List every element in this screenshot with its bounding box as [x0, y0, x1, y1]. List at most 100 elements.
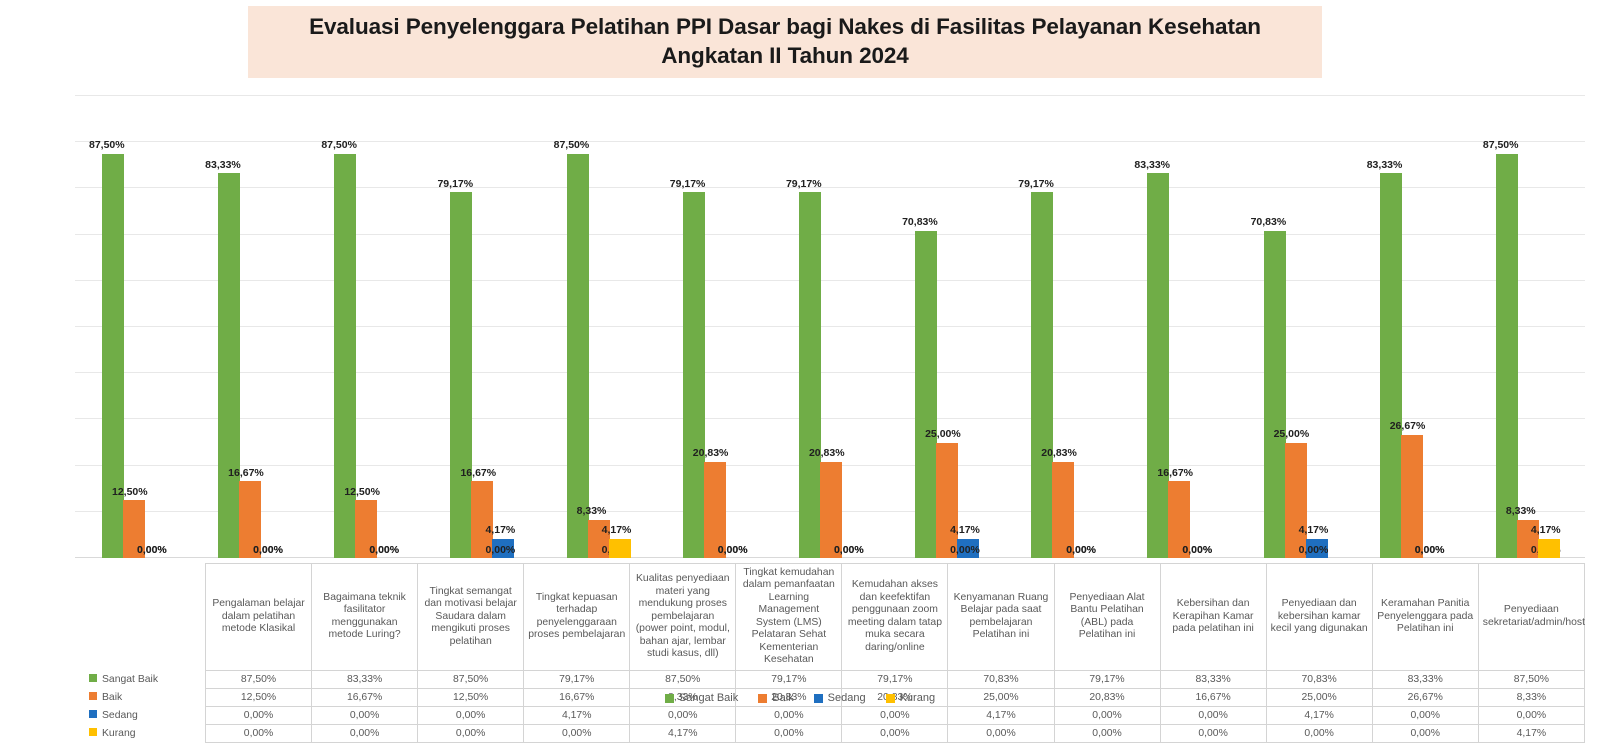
- bar-baik[interactable]: [239, 481, 262, 558]
- bar-baik[interactable]: [471, 481, 494, 558]
- table-value-cell: 4,17%: [1265, 705, 1373, 725]
- legend-item[interactable]: Sedang: [813, 692, 866, 704]
- bar-value-label: 0,00%: [1414, 543, 1445, 556]
- bar-group[interactable]: 87,50% 12,50% 0,00% 0,00%: [307, 96, 423, 558]
- bar-value-label: 0,00%: [369, 543, 400, 556]
- bar-value-label: 0,00%: [1182, 543, 1213, 556]
- bar-value-label: 20,83%: [808, 447, 845, 460]
- table-row: Kurang 0,00% 0,00% 0,00% 0,00% 4,17% 0,00% 0,00…: [75, 723, 1586, 743]
- bar-group[interactable]: 70,83% 25,00% 4,17% 0,00%: [1237, 96, 1353, 558]
- bar-group[interactable]: 83,33% 26,67% 0,00% 0,00%: [1353, 96, 1469, 558]
- bar-group[interactable]: 79,17% 20,83% 0,00% 0,00%: [772, 96, 888, 558]
- bar-sangat-baik[interactable]: [798, 192, 821, 558]
- table-category-header: Tingkat kepuasan terhadap penyelenggaraa…: [523, 563, 631, 671]
- gridline-80: [75, 187, 1585, 189]
- bar-sedang[interactable]: [492, 538, 515, 558]
- table-value-cell: 83,33%: [1371, 669, 1479, 689]
- bar-baik[interactable]: [936, 442, 959, 558]
- bar-group[interactable]: 79,17% 20,83% 0,00% 0,00%: [656, 96, 772, 558]
- table-value-cell: 0,00%: [1053, 705, 1161, 725]
- bar-value-label: 0,00%: [717, 543, 748, 556]
- bar-sangat-baik[interactable]: [334, 153, 357, 558]
- bar-group[interactable]: 79,17% 16,67% 4,17% 0,00%: [423, 96, 539, 558]
- bar-baik[interactable]: [819, 461, 842, 558]
- data-table-header: Pengalaman belajar dalam pelatihan metod…: [75, 563, 1586, 671]
- table-category-header: Kualitas penyediaan materi yang mendukun…: [629, 563, 737, 671]
- chart-title-band: Evaluasi Penyelenggara Pelatihan PPI Das…: [248, 6, 1322, 78]
- bar-value-label: 4,17%: [1530, 524, 1561, 537]
- bar-group[interactable]: 70,83% 25,00% 4,17% 0,00%: [888, 96, 1004, 558]
- bar-group[interactable]: 79,17% 20,83% 0,00% 0,00%: [1004, 96, 1120, 558]
- bar-sedang[interactable]: [957, 538, 980, 558]
- table-value-cell: 87,50%: [204, 669, 313, 689]
- gridline-30: [75, 418, 1585, 420]
- bar-value-label: 0,00%: [1414, 543, 1445, 556]
- bar-group[interactable]: 87,50% 12,50% 0,00% 0,00%: [75, 96, 191, 558]
- bar-sangat-baik[interactable]: [566, 153, 589, 558]
- bar-group[interactable]: 83,33% 16,67% 0,00% 0,00%: [1120, 96, 1236, 558]
- bar-baik[interactable]: [1516, 519, 1539, 558]
- table-value-cell: 79,17%: [1053, 669, 1161, 689]
- bar-sangat-baik[interactable]: [1263, 230, 1286, 558]
- bar-baik[interactable]: [355, 500, 378, 558]
- table-value-cell: 0,00%: [735, 723, 843, 743]
- legend-item[interactable]: Baik: [758, 692, 794, 704]
- bar-value-label: 16,67%: [1157, 466, 1194, 479]
- bar-sangat-baik[interactable]: [1147, 173, 1170, 558]
- table-category-header: Kebersihan dan Kerapihan Kamar pada pela…: [1159, 563, 1267, 671]
- bar-sangat-baik[interactable]: [450, 192, 473, 558]
- bar-baik[interactable]: [1284, 442, 1307, 558]
- bar-value-label: 25,00%: [1273, 428, 1310, 440]
- legend-label: Sangat Baik: [678, 692, 739, 704]
- bar-value-label: 79,17%: [437, 177, 474, 190]
- bar-sedang[interactable]: [1305, 538, 1328, 558]
- gridline-70: [75, 233, 1585, 235]
- table-series-name: Sedang: [75, 706, 206, 724]
- bar-baik[interactable]: [1168, 481, 1191, 558]
- bar-value-label: 0,00%: [137, 543, 167, 556]
- bar-sangat-baik[interactable]: [1031, 192, 1054, 558]
- bar-group[interactable]: 87,50%8,33%0,00%4,17%: [1469, 96, 1585, 558]
- bar-sangat-baik[interactable]: [915, 230, 938, 558]
- bar-group[interactable]: 83,33% 16,67% 0,00% 0,00%: [191, 96, 307, 558]
- table-series-name: Kurang: [75, 724, 206, 742]
- chart-data-table: Pengalaman belajar dalam pelatihan metod…: [75, 563, 1586, 743]
- table-series-label: Sangat Baik: [102, 673, 159, 685]
- gridline-40: [75, 372, 1585, 374]
- bar-value-label: 4,17%: [950, 524, 980, 537]
- bar-value-label: 87,50%: [553, 139, 590, 152]
- table-value-cell: 4,17%: [1477, 723, 1586, 743]
- bar-kurang[interactable]: [1537, 538, 1560, 558]
- bar-kurang[interactable]: [608, 538, 631, 558]
- bar-baik[interactable]: [1400, 434, 1423, 558]
- table-category-header: Bagaimana teknik fasilitator menggunakan…: [311, 563, 419, 671]
- bar-sangat-baik[interactable]: [102, 153, 124, 558]
- legend-swatch-icon: [89, 728, 97, 737]
- bar-baik[interactable]: [123, 500, 145, 558]
- bar-sangat-baik[interactable]: [682, 192, 705, 558]
- bar-value-label: 83,33%: [205, 158, 241, 171]
- gridline-50: [75, 326, 1585, 327]
- bar-groups-container: 87,50% 12,50% 0,00% 0,00% 83,33% 16,67% 0,00% 0…: [75, 96, 1585, 558]
- bar-baik[interactable]: [587, 519, 610, 558]
- bar-sangat-baik[interactable]: [1495, 153, 1518, 558]
- table-value-cell: 0,00%: [1477, 705, 1586, 725]
- table-value-cell: 0,00%: [947, 723, 1055, 743]
- bar-group[interactable]: 87,50%8,33%0,00%4,17%: [540, 96, 656, 558]
- bar-sangat-baik[interactable]: [218, 173, 241, 558]
- bar-value-label: 16,67%: [460, 466, 497, 479]
- legend-item[interactable]: Sangat Baik: [664, 692, 739, 704]
- legend-swatch-icon: [89, 674, 97, 683]
- bar-baik[interactable]: [703, 461, 726, 558]
- table-value-cell: 0,00%: [1159, 723, 1267, 743]
- bar-sangat-baik[interactable]: [1379, 173, 1402, 558]
- legend-item[interactable]: Kurang: [885, 692, 935, 704]
- bar-baik[interactable]: [1052, 461, 1075, 558]
- table-category-header: Penyediaan dan kebersihan kamar kecil ya…: [1265, 563, 1373, 671]
- table-value-cell: 83,33%: [311, 669, 419, 689]
- bar-value-label: 8,33%: [576, 505, 607, 518]
- table-value-cell: 0,00%: [417, 705, 525, 725]
- bar-value-label: 70,83%: [1250, 216, 1287, 229]
- table-value-cell: 0,00%: [311, 705, 419, 725]
- table-value-cell: 0,00%: [417, 723, 525, 743]
